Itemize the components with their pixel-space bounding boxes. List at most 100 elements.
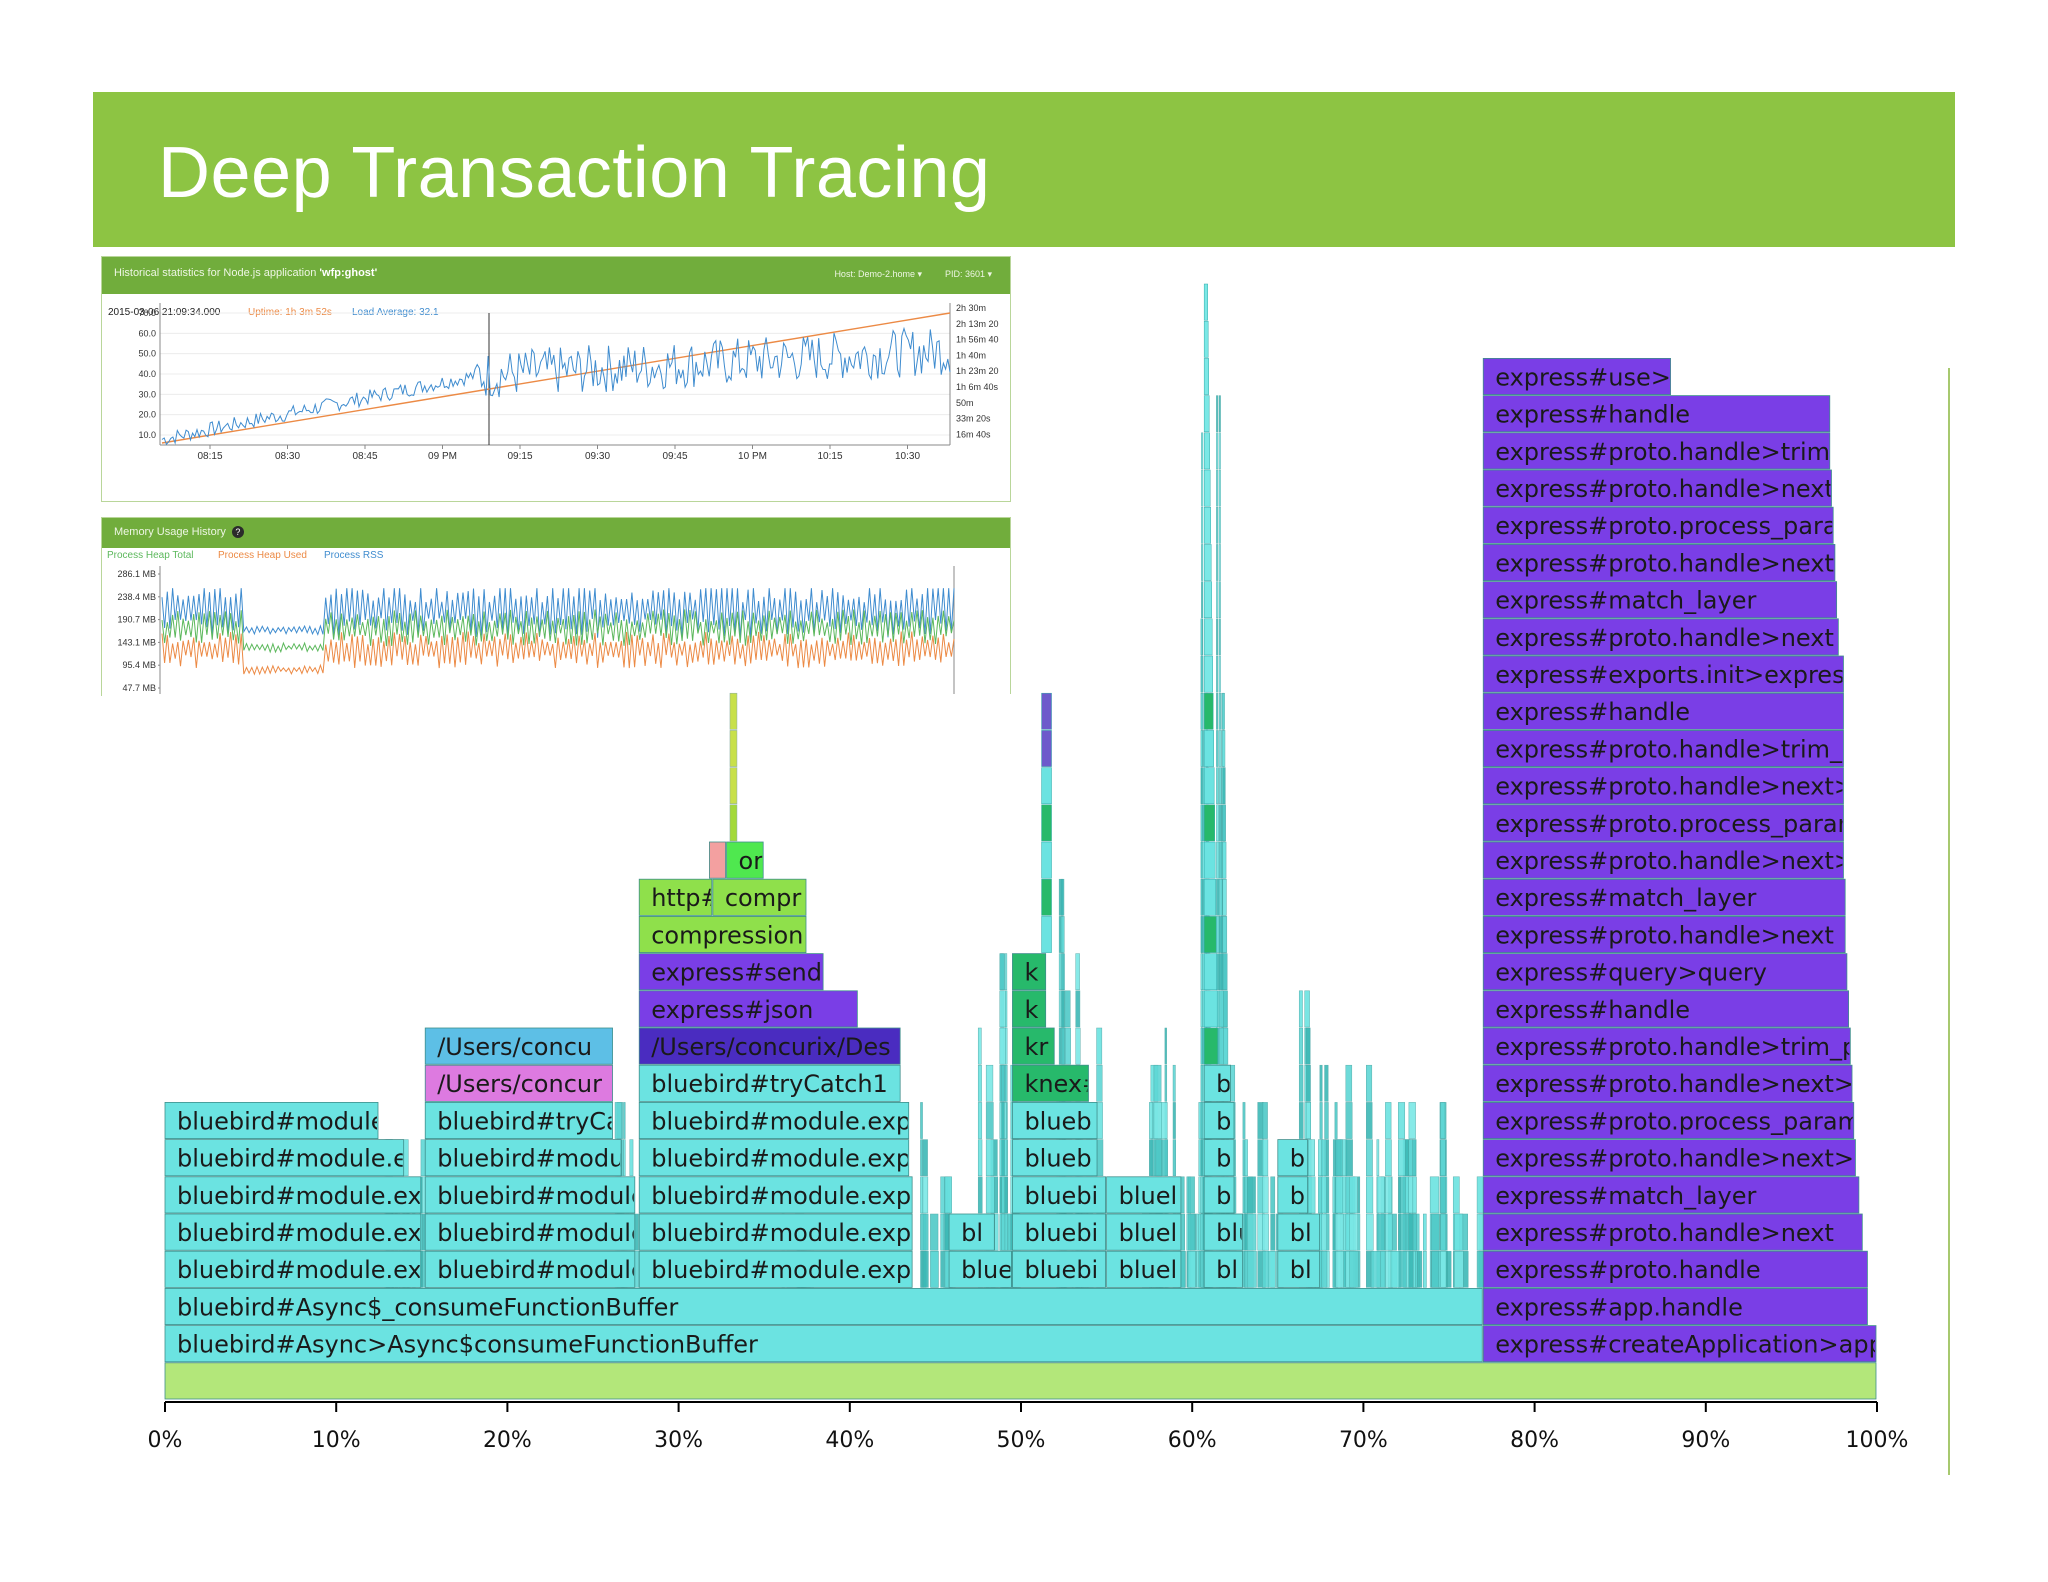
flame-frame-narrow <box>1218 878 1223 916</box>
flame-frame-label: bluebi <box>1024 1219 1098 1247</box>
flame-frame: express#proto.handle>next>s <box>1482 1064 1853 1102</box>
y-tick-label: 40.0 <box>138 369 156 379</box>
flame-frame-narrow <box>1155 1139 1162 1177</box>
flame-frame-label: express#handle <box>1495 698 1690 726</box>
flame-frame-narrow <box>1218 432 1221 470</box>
flame-frame-narrow <box>920 1102 923 1139</box>
flame-frame-label: express#proto.handle>next> <box>1495 549 1854 577</box>
flame-frame-narrow <box>1187 1176 1195 1214</box>
flame-frame-label: blueb <box>1024 1145 1091 1173</box>
flame-frame-narrow <box>1200 1102 1203 1139</box>
flame-frame-narrow <box>1319 1064 1323 1102</box>
flame-frame-narrow <box>1203 432 1210 470</box>
flame-frame-label: express#proto.handle>next <box>1495 1219 1834 1247</box>
flame-frame-narrow <box>1001 1213 1006 1251</box>
memory-panel-header: Memory Usage History? <box>102 518 1010 548</box>
flame-frame-narrow <box>1200 655 1203 693</box>
header-label: Historical statistics for Node.js applic… <box>114 267 320 279</box>
flame-frame-label: bluebird#module.ex| <box>177 1256 430 1284</box>
flame-frame-narrow <box>1203 358 1209 395</box>
flame-frame-narrow <box>1366 1102 1373 1139</box>
panel-cover <box>158 694 1013 702</box>
flame-frame-narrow <box>1222 692 1225 730</box>
x-tick-label: 09:15 <box>507 451 532 462</box>
flame-frame-narrow <box>1218 544 1221 581</box>
flame-frame-narrow <box>1153 1064 1162 1102</box>
flame-frame-narrow <box>1149 1139 1154 1177</box>
flame-frame-narrow <box>1200 878 1203 916</box>
flame-frame-narrow <box>985 1064 994 1102</box>
flame-frame-label: bluebird#Async$_consumeFunctionBuffer <box>177 1293 678 1321</box>
app-name: 'wfp:ghost' <box>319 267 378 279</box>
flame-frame: bluebird#module.ex <box>164 1176 422 1214</box>
flame-frame-narrow <box>1041 730 1052 767</box>
flame-frame-narrow <box>1203 618 1213 656</box>
x-tick-label: 30% <box>654 1428 703 1453</box>
flame-frame: bluebird#module <box>424 1213 636 1251</box>
flame-frame-narrow <box>1349 1213 1359 1251</box>
flame-frame: bl <box>948 1213 995 1251</box>
flame-frame-box <box>164 1362 1877 1400</box>
flame-frame-narrow <box>1222 878 1227 916</box>
flame-frame-label: bluebi <box>1024 1182 1098 1210</box>
flame-frame-label: express#proto.handle>next <box>1495 624 1834 652</box>
flame-frame-narrow <box>1454 1250 1464 1288</box>
flame-frame-label: bluebird#module.exp <box>651 1182 911 1210</box>
flame-frame-box <box>1482 1288 1868 1326</box>
flame-frame-box <box>726 841 764 879</box>
flame-frame-narrow <box>1041 767 1052 805</box>
flame-frame-narrow <box>1064 990 1071 1028</box>
flame-frame: bluel <box>1106 1250 1182 1288</box>
flame-frame-label: express#app.handle <box>1495 1293 1743 1321</box>
flame-frame-narrow <box>977 1176 983 1214</box>
pid-dropdown[interactable]: PID: 3601 ▾ <box>944 269 992 279</box>
flame-frame-narrow <box>1376 1213 1385 1251</box>
flame-frame: b <box>1277 1176 1309 1214</box>
flame-frame: express#match_layer <box>1482 878 1846 916</box>
flame-frame-box <box>164 1102 379 1140</box>
flame-frame-box <box>1482 1250 1868 1288</box>
load-series-line <box>161 326 951 446</box>
flame-frame: bluebird#module.exp <box>638 1250 913 1288</box>
flame-frame-narrow <box>1376 1176 1385 1214</box>
flame-frame-narrow <box>1357 1176 1361 1214</box>
host-dropdown[interactable]: Host: Demo-2.home ▾ <box>834 269 922 279</box>
x-tick-label: 09 PM <box>428 451 457 462</box>
flame-frame-label: bl <box>1290 1219 1312 1247</box>
y-tick-label: 50.0 <box>138 349 156 359</box>
flame-frame-box <box>1482 1176 1860 1214</box>
flame-frame-narrow <box>999 990 1006 1028</box>
flame-frame: bluebi <box>1012 1250 1107 1288</box>
flame-frame-narrow <box>922 1250 929 1288</box>
flame-frame-narrow <box>1001 1102 1005 1139</box>
flame-frame: express#proto.process_param <box>1482 1102 1855 1140</box>
flame-frame-narrow <box>1060 916 1065 953</box>
flame-frame-narrow <box>1398 1139 1406 1177</box>
y2-tick-label: 16m 40s <box>956 429 991 439</box>
flame-frame-box <box>638 916 807 954</box>
x-tick-label: 20% <box>483 1428 532 1453</box>
flame-frame-label: express#match_layer <box>1495 1182 1756 1210</box>
flame-frame: blueb <box>1012 1102 1098 1140</box>
flame-frame-narrow <box>1385 1102 1392 1139</box>
flame-frame-narrow <box>1200 730 1203 767</box>
flame-frame-label: bluebird#tryCa <box>437 1107 621 1135</box>
flame-frame-narrow <box>1222 841 1227 879</box>
flame-frame-narrow <box>999 953 1006 991</box>
y2-tick-label: 1h 23m 20 <box>956 366 999 376</box>
flame-frame-narrow <box>1454 1213 1464 1251</box>
x-tick-label: 10 PM <box>738 451 767 462</box>
flame-frame-label: bluebird#module.ex <box>177 1182 422 1210</box>
help-icon[interactable]: ? <box>231 526 244 538</box>
flame-frame-label: /Users/concu <box>437 1033 592 1061</box>
flame-frame-label: knex# <box>1024 1070 1102 1098</box>
flame-frame-label: bluebird#module.exp <box>651 1145 911 1173</box>
flame-frame-narrow <box>1153 1102 1162 1139</box>
flame-frame-narrow <box>1041 841 1052 879</box>
flame-frame-box <box>1203 1102 1235 1140</box>
x-tick-label: 09:30 <box>585 451 610 462</box>
flame-frame-narrow <box>1201 432 1204 470</box>
flame-frame-narrow <box>1216 395 1219 433</box>
flame-frame: bl <box>1277 1250 1321 1288</box>
